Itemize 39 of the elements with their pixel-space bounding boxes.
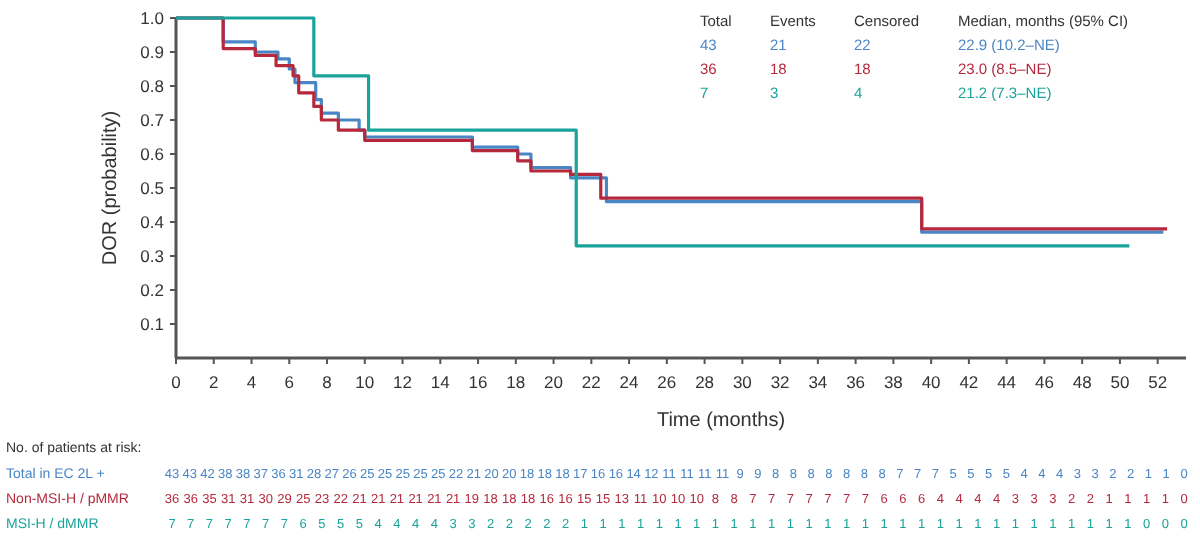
x-tick-label: 36 [846,372,866,392]
x-tick-label: 12 [393,372,413,392]
x-tick-label: 40 [921,372,942,392]
x-tick-label: 20 [544,372,564,392]
y-tick-label: 0.3 [140,245,165,266]
y-tick-label: 0.6 [140,143,165,164]
x-axis-title: Time (months) [656,410,786,432]
x-tick-label: 32 [770,372,791,392]
y-tick-label: 0.7 [140,109,165,130]
x-tick-label: 44 [997,372,1017,392]
y-tick-label: 0.9 [140,41,165,62]
x-tick-label: 16 [468,372,489,392]
x-tick-label: 42 [959,372,979,392]
x-tick-label: 46 [1034,372,1055,392]
x-tick-label: 50 [1110,372,1130,392]
y-tick-label: 0.2 [140,279,165,300]
x-tick-label: 18 [506,372,526,392]
y-tick-label: 0.1 [140,313,165,334]
x-tick-label: 4 [246,372,257,392]
y-tick-label: 0.5 [140,177,165,198]
x-tick-label: 30 [732,372,753,392]
x-tick-label: 26 [657,372,677,392]
y-tick-label: 1.0 [140,7,165,28]
x-tick-label: 52 [1148,372,1168,392]
x-tick-label: 48 [1072,372,1093,392]
x-tick-label: 14 [430,372,451,392]
x-tick-label: 22 [581,372,602,392]
y-tick-label: 0.4 [140,211,165,232]
y-axis-title: DOR (probability) [100,110,122,266]
x-tick-label: 0 [171,372,182,392]
x-tick-label: 6 [284,372,295,392]
x-tick-label: 28 [695,372,715,392]
y-tick-label: 0.8 [140,75,165,96]
x-tick-label: 10 [355,372,375,392]
x-tick-label: 8 [322,372,333,392]
x-tick-label: 24 [619,372,640,392]
x-tick-label: 34 [808,372,828,392]
x-tick-label: 38 [883,372,904,392]
x-tick-label: 2 [209,372,220,392]
